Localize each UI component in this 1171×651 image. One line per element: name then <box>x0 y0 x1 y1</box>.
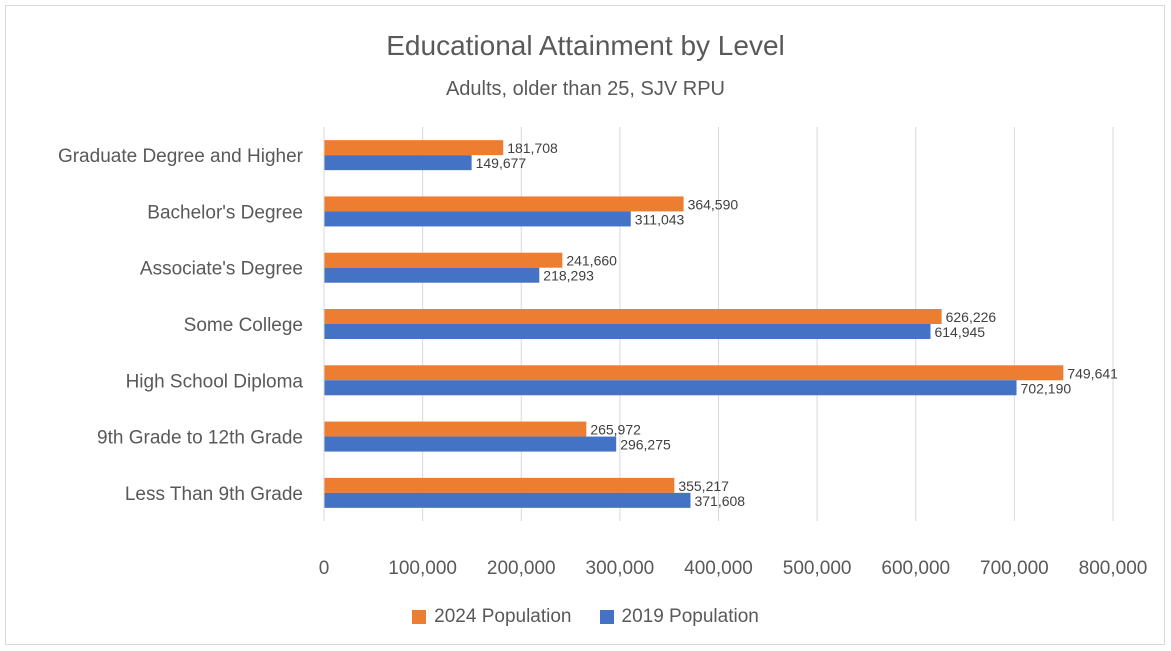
legend-item-2024: 2024 Population <box>412 606 572 628</box>
data-label-2024: 355,217 <box>678 478 729 494</box>
category-label: Some College <box>184 315 303 336</box>
data-label-2024: 364,590 <box>688 196 739 212</box>
x-tick-label: 400,000 <box>684 558 753 579</box>
category-label: Associate's Degree <box>140 259 303 280</box>
x-tick-label: 200,000 <box>487 558 556 579</box>
data-label-2019: 149,677 <box>476 155 527 171</box>
legend-label-2024: 2024 Population <box>434 606 572 627</box>
bar-2019 <box>324 211 631 227</box>
x-tick-label: 800,000 <box>1079 558 1148 579</box>
data-label-2024: 265,972 <box>590 422 641 438</box>
category-label: Less Than 9th Grade <box>125 484 303 505</box>
x-tick-label: 0 <box>319 558 330 579</box>
x-tick-label: 500,000 <box>783 558 852 579</box>
bar-2024 <box>324 196 684 212</box>
data-label-2019: 702,190 <box>1021 380 1072 396</box>
legend-swatch-2024 <box>412 610 427 624</box>
bar-2019 <box>324 155 472 171</box>
data-label-2019: 371,608 <box>694 493 745 509</box>
bar-2024 <box>324 421 587 437</box>
data-label-2019: 614,945 <box>934 324 985 340</box>
bar-2024 <box>324 140 504 156</box>
bar-2019 <box>324 267 540 283</box>
data-label-2024: 181,708 <box>507 140 558 156</box>
category-label: 9th Grade to 12th Grade <box>97 428 303 449</box>
x-tick-label: 600,000 <box>881 558 950 579</box>
bar-2019 <box>324 324 931 339</box>
chart-title: Educational Attainment by Level <box>386 30 785 61</box>
x-tick-label: 100,000 <box>388 558 457 579</box>
bar-2019 <box>324 492 691 508</box>
category-label: Graduate Degree and Higher <box>58 146 304 167</box>
bar-2024 <box>324 477 675 493</box>
legend-item-2019: 2019 Population <box>599 606 759 628</box>
legend: 2024 Population 2019 Population <box>0 606 1171 628</box>
data-label-2024: 626,226 <box>946 309 997 325</box>
data-label-2019: 218,293 <box>543 268 594 284</box>
legend-swatch-2019 <box>599 610 614 624</box>
category-label: High School Diploma <box>126 371 304 392</box>
bar-2019 <box>324 436 617 452</box>
bar-2024 <box>324 252 563 268</box>
data-label-2019: 296,275 <box>620 437 671 453</box>
data-label-2019: 311,043 <box>635 211 685 227</box>
bar-2024 <box>324 365 1064 381</box>
x-tick-label: 300,000 <box>586 558 655 579</box>
data-label-2024: 241,660 <box>566 253 617 269</box>
category-label: Bachelor's Degree <box>147 202 303 223</box>
x-tick-label: 700,000 <box>980 558 1049 579</box>
data-label-2024: 749,641 <box>1067 365 1118 381</box>
bar-2019 <box>324 380 1017 396</box>
chart-subtitle: Adults, older than 25, SJV RPU <box>445 78 726 100</box>
legend-label-2019: 2019 Population <box>621 606 759 627</box>
bar-2024 <box>324 309 942 324</box>
